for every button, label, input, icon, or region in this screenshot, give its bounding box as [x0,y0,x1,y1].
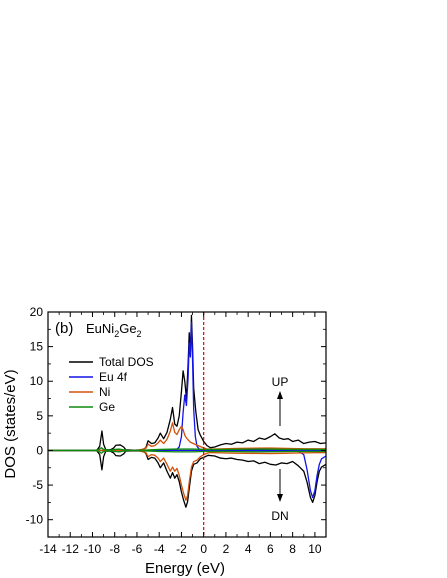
compound-base: EuNi [86,321,114,336]
compound-sub1: 2 [114,329,119,339]
x-tick-label: 8 [289,542,296,556]
y-tick-label: 0 [36,443,43,457]
series-1-dn-line [48,449,327,508]
x-axis-label: Energy (eV) [145,560,225,577]
series-layer [48,314,327,508]
series-2-up-line [48,321,327,452]
x-tick-label: 2 [223,542,230,556]
series-3-dn-line [48,449,327,501]
arrow-up-head [277,391,283,399]
y-tick-label: -5 [32,478,43,492]
legend-label-3: Ni [99,385,110,399]
compound-label: EuNi2Ge2 [86,321,142,339]
x-tick-label: 6 [267,542,274,556]
arrow-down-head [277,494,283,502]
annotation-up: UP [272,375,289,389]
x-tick-label: -6 [132,542,143,556]
x-tick-label: -14 [39,542,57,556]
legend-label-1: Total DOS [99,355,154,369]
x-tick-label: -12 [62,542,80,556]
y-tick-label: 5 [36,409,43,423]
x-tick-label: -8 [109,542,120,556]
series-4-dn-line [48,449,326,454]
series-3-up-line [48,422,326,452]
x-tick-label: -2 [176,542,187,556]
legend-label-2: Eu 4f [99,370,128,384]
x-tick-label: 0 [200,542,207,556]
compound-sub2: 2 [137,329,142,339]
x-tick-label: 4 [245,542,252,556]
annotation-dn: DN [271,509,288,523]
x-tick-label: -4 [154,542,165,556]
x-tick-label: 10 [308,542,322,556]
axes-layer: -14 -12 -10 -8 -6 -4 -2 0 2 4 6 8 10 -10 -5 0 5 10 15 20 [26,305,327,556]
compound-mid: Ge [119,321,136,336]
y-tick-label: -10 [26,513,44,527]
y-tick-label: 10 [30,374,44,388]
panel-label: (b) [55,320,73,337]
y-tick-label: 20 [30,305,44,319]
legend-label-4: Ge [99,400,115,414]
x-tick-label: -10 [84,542,102,556]
y-axis-label: DOS (states/eV) [2,369,19,478]
plot-frame [47,311,327,538]
series-2-dn-line [48,449,327,499]
y-tick-label: 15 [30,340,44,354]
